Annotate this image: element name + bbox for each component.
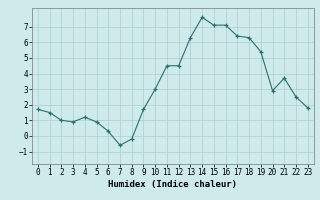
X-axis label: Humidex (Indice chaleur): Humidex (Indice chaleur) — [108, 180, 237, 189]
